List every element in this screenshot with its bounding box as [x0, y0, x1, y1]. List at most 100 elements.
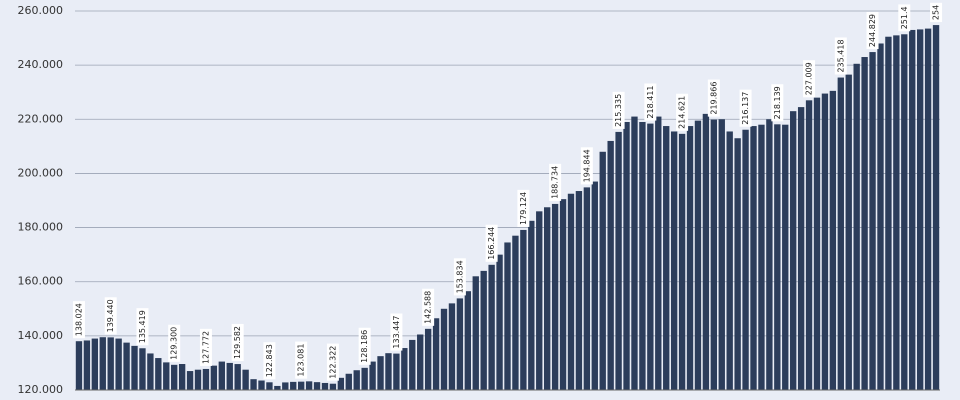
bar [797, 107, 805, 390]
value-label: 227.009 [805, 62, 814, 95]
bar [591, 181, 598, 390]
value-label: 127.772 [201, 331, 210, 364]
bar [178, 364, 186, 390]
value-label-group: 218.411 [644, 83, 657, 121]
value-label-group: 215.335 [612, 91, 625, 129]
value-label-box [803, 60, 816, 98]
value-label: 122.322 [328, 346, 337, 379]
value-label-box [739, 89, 752, 127]
bar [171, 364, 178, 390]
value-label: 138.024 [74, 303, 83, 336]
bar [226, 362, 233, 390]
bar [99, 337, 106, 390]
bar [337, 377, 345, 390]
bar [361, 367, 368, 390]
value-label-group: 227.009 [803, 60, 816, 98]
y-tick-label: 260.000 [18, 4, 64, 17]
bar [210, 365, 218, 390]
value-label-group: 133.447 [390, 313, 403, 351]
value-label-group: 122.322 [326, 343, 339, 381]
bar [829, 90, 837, 390]
bar [790, 111, 797, 391]
value-label: 166.244 [487, 227, 496, 260]
value-label-group: 122.843 [263, 342, 276, 380]
y-tick-label: 240.000 [18, 58, 64, 71]
bar [409, 339, 416, 390]
value-label: 142.588 [424, 291, 433, 324]
value-label: 179.124 [519, 192, 528, 225]
value-label-box [771, 84, 784, 122]
bar [266, 382, 273, 390]
bar [774, 124, 781, 391]
value-label-group: 254 [930, 2, 943, 23]
bar [401, 348, 408, 390]
value-label: 128.186 [360, 330, 369, 363]
bar [758, 124, 765, 390]
bar [885, 36, 892, 390]
value-label-box [326, 343, 339, 381]
bar [782, 124, 789, 390]
value-label: 235.418 [836, 39, 845, 72]
value-label-box [453, 258, 466, 296]
bar [417, 334, 424, 390]
value-label-box [676, 93, 689, 131]
bar [623, 121, 630, 390]
bar [821, 93, 829, 390]
bar [329, 383, 337, 390]
bar [512, 235, 519, 390]
bar [607, 140, 614, 390]
bar [456, 298, 464, 390]
bar [504, 242, 511, 390]
value-label-group: 179.124 [517, 189, 530, 227]
y-tick-label: 200.000 [18, 166, 64, 179]
bar [480, 270, 487, 390]
value-label-group: 129.300 [168, 324, 181, 362]
value-label-group: 129.582 [231, 323, 244, 362]
bar [186, 371, 194, 390]
value-label-group: 194.844 [580, 147, 593, 185]
bar [75, 341, 83, 390]
bar [464, 291, 471, 390]
value-label-box [549, 163, 562, 201]
bar [599, 151, 606, 390]
bar [472, 276, 479, 390]
bar [670, 131, 678, 391]
bar [432, 318, 440, 390]
bar [551, 203, 559, 390]
bar [345, 373, 352, 390]
bar [123, 342, 130, 390]
value-label-box [390, 313, 403, 351]
bar [750, 126, 757, 390]
bar [663, 126, 670, 390]
bar [250, 379, 257, 390]
bar [734, 138, 741, 390]
bar [631, 116, 638, 390]
y-tick-label: 160.000 [18, 275, 64, 288]
value-label: 251.4 [900, 6, 909, 29]
bar [305, 381, 313, 390]
value-label-group: 214.621 [676, 93, 689, 131]
bar [909, 29, 916, 390]
y-tick-label: 120.000 [18, 383, 64, 396]
value-label: 194.844 [582, 149, 591, 182]
bar [155, 358, 162, 390]
value-label-box [707, 79, 720, 117]
bar [321, 382, 329, 390]
y-tick-label: 220.000 [18, 112, 64, 125]
bar [901, 34, 908, 390]
value-label-group: 139.440 [104, 297, 117, 335]
bar [575, 191, 583, 390]
bar [583, 187, 591, 390]
bar [726, 131, 733, 391]
value-label: 216.137 [741, 92, 750, 125]
bar [274, 385, 281, 390]
value-label-group: 128.186 [358, 327, 371, 365]
bar [377, 356, 384, 390]
value-label: 129.582 [233, 326, 242, 359]
value-label-box [644, 83, 657, 121]
value-label-box [231, 323, 244, 362]
bar [932, 25, 940, 390]
value-label-box [422, 288, 435, 326]
value-label-group: 188.734 [549, 163, 562, 201]
